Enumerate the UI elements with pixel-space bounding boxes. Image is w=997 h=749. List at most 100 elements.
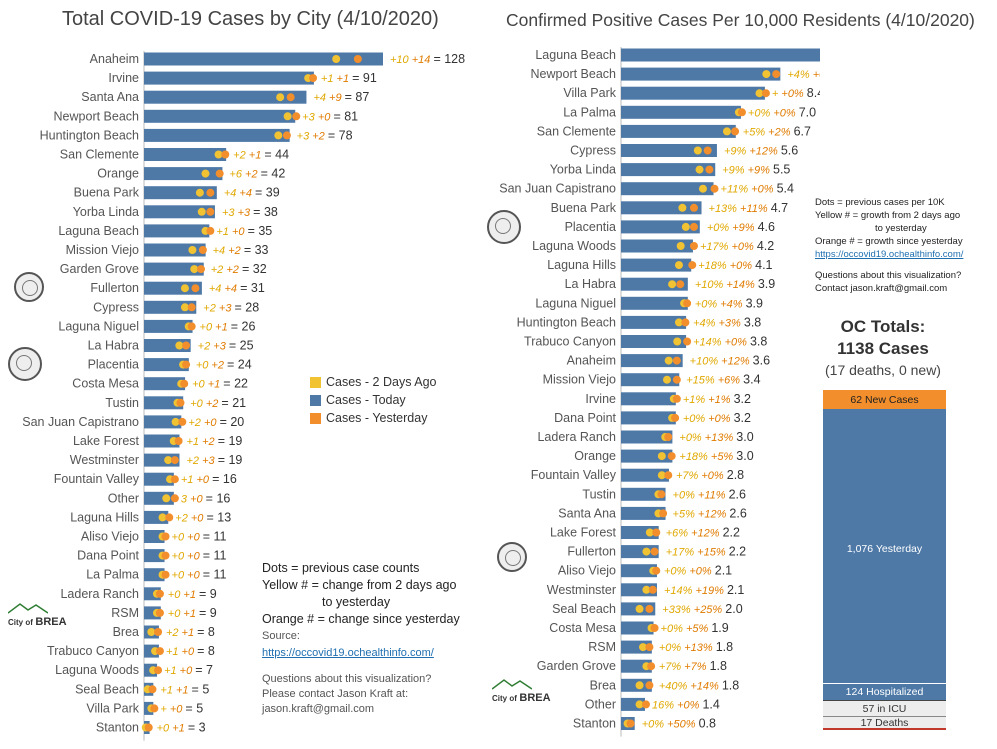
left-orange-change: +4 (239, 188, 255, 200)
left-orange-change: +1 (182, 627, 198, 639)
left-yellow-change: +3 (302, 111, 318, 123)
left-dot-yesterday (309, 74, 318, 83)
left-dot-yesterday (174, 437, 183, 445)
right-notes-contact[interactable]: Contact jason.kraft@gmail.com (815, 283, 948, 294)
right-dot-yesterday (641, 700, 650, 709)
left-dot-yesterday (182, 360, 191, 369)
right-orange-change: +13% (684, 642, 716, 654)
right-category-label: Stanton (573, 717, 616, 731)
left-category-label: Buena Park (74, 186, 140, 200)
left-yellow-change: +2 (186, 455, 202, 467)
fullerton-seal-right-icon (497, 542, 527, 572)
left-bar-today (144, 148, 227, 161)
left-source-link[interactable]: https://occovid19.ochealthinfo.com/ (262, 647, 434, 659)
left-yellow-change: +0 (168, 589, 184, 601)
left-dot-two-days (332, 55, 341, 63)
left-dot-yesterday (282, 131, 291, 140)
left-yellow-change: +0 (192, 379, 208, 391)
right-value-label: +0% +13% 1.8 (659, 640, 733, 654)
left-category-label: Aliso Viejo (81, 530, 139, 544)
brea-name: BREA (35, 616, 67, 628)
brea-prefix-right: City of (492, 694, 517, 703)
left-category-label: Brea (113, 625, 139, 639)
left-value-label: +0 +0 = 11 (172, 530, 227, 544)
right-bar-today (621, 239, 693, 253)
left-value-label: +1 +0 = 16 (181, 472, 237, 486)
left-dot-yesterday (155, 589, 164, 598)
left-dot-two-days (276, 93, 285, 102)
right-dot-two-days (674, 261, 683, 270)
left-category-label: San Clemente (60, 148, 139, 162)
left-yellow-change: +2 (188, 417, 204, 429)
left-dot-two-days (197, 207, 206, 216)
right-total: 5.4 (777, 182, 794, 196)
right-notes-q1: Questions about this visualization? (815, 270, 962, 281)
right-value-label: +33% +25% 2.0 (662, 602, 742, 616)
right-category-label: Aliso Viejo (558, 564, 616, 578)
right-bar-today (621, 296, 688, 310)
right-value-label: +7% +7% 1.8 (659, 659, 727, 673)
right-category-label: Laguna Beach (535, 48, 616, 62)
left-yellow-change: +2 (211, 264, 227, 276)
right-total: 2.6 (729, 506, 746, 520)
right-orange-change: +0% (725, 337, 750, 349)
left-orange-change: +1 (183, 608, 199, 620)
left-value-label: +1 +0 = 35 (216, 224, 272, 238)
right-yellow-change: +11% (721, 184, 752, 196)
left-orange-change: +3 (219, 302, 235, 314)
right-dot-yesterday (710, 184, 719, 193)
right-category-label: Brea (590, 678, 616, 692)
left-category-label: Garden Grove (60, 262, 139, 276)
left-category-label: Lake Forest (73, 434, 140, 448)
left-category-label: Tustin (105, 396, 139, 410)
left-total: = 7 (195, 663, 213, 677)
right-dot-yesterday (671, 413, 680, 422)
left-dot-yesterday (215, 169, 224, 178)
left-total: = 9 (199, 587, 217, 601)
right-dot-yesterday (772, 70, 781, 79)
right-dot-two-days (664, 356, 673, 365)
right-bar-today (621, 468, 669, 482)
right-category-label: Ladera Ranch (537, 430, 616, 444)
right-total: 3.8 (744, 315, 761, 329)
right-total: 3.0 (736, 449, 753, 463)
left-notes-email[interactable]: jason.kraft@gmail.com (262, 703, 375, 715)
right-dot-two-days (635, 681, 644, 690)
right-orange-change: +12% (691, 528, 723, 540)
right-bar-today (621, 545, 659, 559)
right-category-label: Villa Park (563, 86, 616, 100)
right-dot-two-days (668, 280, 677, 289)
right-dot-yesterday (689, 242, 698, 250)
left-yellow-change: +0 (172, 570, 188, 582)
right-dot-yesterday (705, 165, 714, 174)
left-total: = 16 (206, 491, 231, 505)
right-value-label: +40% +14% 1.8 (659, 678, 739, 692)
left-bar-today (144, 568, 165, 582)
left-bar-today (144, 167, 223, 181)
left-bar-today (144, 109, 296, 123)
right-value-label: +17% +15% 2.2 (666, 545, 746, 559)
left-total: = 35 (248, 224, 273, 238)
right-orange-change: +0% (773, 107, 798, 119)
right-yellow-change: +0% (642, 719, 667, 731)
right-total: 3.9 (746, 296, 763, 310)
left-dot-two-days (190, 265, 199, 274)
totals-cases: 1138 Cases (837, 339, 929, 358)
right-orange-change: +12% (721, 356, 753, 368)
left-yellow-change: +1 (164, 665, 180, 677)
left-orange-change: +0 (187, 532, 203, 544)
left-value-label: +0 +1 = 9 (168, 606, 217, 620)
right-bar-today (621, 430, 673, 444)
left-total: = 28 (235, 300, 260, 314)
right-bar-today (621, 220, 700, 234)
left-value-label: +4 +4 = 31 (209, 281, 265, 295)
right-yellow-change: +0% (695, 298, 720, 310)
right-bar-today (621, 564, 657, 578)
right-source-link[interactable]: https://occovid19.ochealthinfo.com/ (815, 249, 964, 260)
left-dot-two-days (158, 513, 167, 522)
right-value-label: +18% +0% 4.1 (698, 258, 772, 272)
right-notes-line3: to yesterday (875, 223, 927, 234)
left-value-label: +2 +0 = 13 (175, 510, 231, 524)
left-value-label: +2 +3 = 25 (198, 339, 254, 353)
right-category-label: Laguna Niguel (535, 296, 616, 310)
